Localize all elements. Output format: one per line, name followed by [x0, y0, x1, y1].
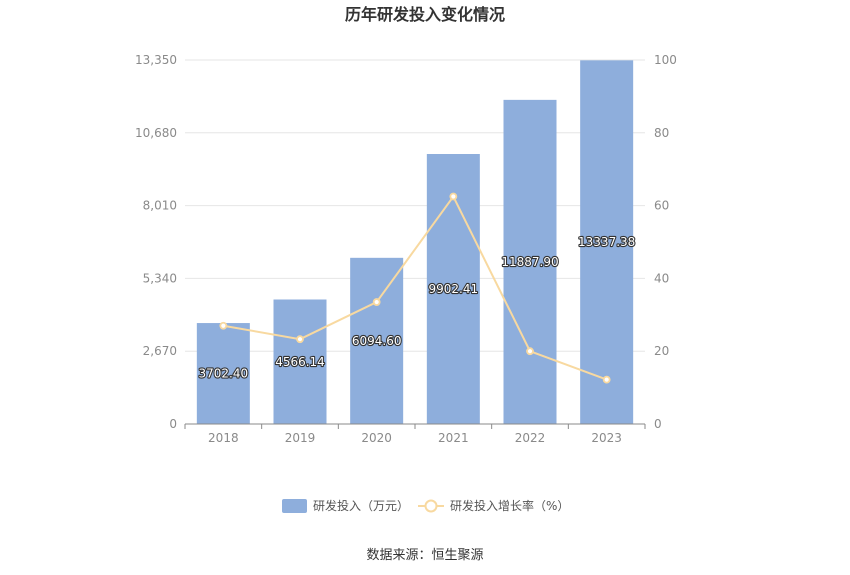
- legend-line-marker: [424, 499, 438, 513]
- left-y-axis: 0 2,670 5,340 8,010 10,680 13,350: [135, 53, 177, 431]
- right-tick-label: 0: [654, 417, 662, 431]
- bar-value-labels: 3702.40 4566.14 6094.60 9902.41 11887.90 1333…: [197, 234, 636, 382]
- x-tick-label: 2018: [208, 431, 239, 445]
- bar-value-label: 11887.90: [501, 255, 558, 269]
- right-tick-label: 60: [654, 199, 669, 213]
- left-tick-label: 10,680: [135, 126, 177, 140]
- right-tick-label: 100: [654, 53, 677, 67]
- bar[interactable]: [580, 60, 634, 425]
- legend: 研发投入（万元） 研发投入增长率（%）: [282, 498, 569, 513]
- x-tick-label: 2021: [438, 431, 469, 445]
- x-axis: 2018 2019 2020 2021 2022 2023: [184, 423, 646, 445]
- line-point[interactable]: [449, 192, 458, 201]
- bar-value-label: 13337.38: [578, 235, 635, 249]
- line-point[interactable]: [526, 347, 534, 356]
- right-tick-label: 80: [654, 126, 669, 140]
- left-tick-label: 5,340: [143, 271, 177, 285]
- bar-value-label: 9902.41: [429, 282, 479, 296]
- data-source: 数据来源：恒生聚源: [366, 548, 483, 563]
- growth-rate-line: [223, 194, 608, 381]
- line-point[interactable]: [372, 298, 381, 306]
- left-tick-label: 2,670: [143, 344, 177, 358]
- bar[interactable]: [350, 257, 404, 424]
- line-point[interactable]: [602, 375, 611, 384]
- bar-series: [196, 60, 634, 425]
- bar-value-label: 3702.40: [199, 367, 249, 381]
- legend-item-line[interactable]: 研发投入增长率（%）: [418, 498, 569, 513]
- left-tick-label: 8,010: [143, 199, 177, 213]
- legend-bar-swatch: [282, 499, 307, 513]
- bar-value-label: 4566.14: [275, 355, 325, 369]
- bar[interactable]: [273, 299, 327, 425]
- right-y-axis: 0 20 40 60 80 100: [654, 53, 677, 431]
- right-tick-label: 40: [654, 271, 669, 285]
- legend-item-bar[interactable]: 研发投入（万元）: [282, 498, 409, 513]
- x-tick-label: 2023: [591, 431, 622, 445]
- bar[interactable]: [503, 99, 557, 424]
- line-point[interactable]: [296, 335, 304, 344]
- bar[interactable]: [196, 323, 250, 424]
- x-tick-label: 2022: [515, 431, 546, 445]
- chart-title: 历年研发投入变化情况: [345, 5, 505, 24]
- left-tick-label: 13,350: [135, 53, 177, 67]
- left-tick-label: 0: [169, 417, 177, 431]
- legend-line-label: 研发投入增长率（%）: [450, 498, 569, 513]
- line-series: [219, 192, 611, 384]
- legend-bar-label: 研发投入（万元）: [313, 498, 409, 513]
- x-tick-label: 2019: [285, 431, 316, 445]
- grid-lines: [185, 59, 645, 352]
- x-tick-label: 2020: [361, 431, 392, 445]
- line-point[interactable]: [219, 321, 228, 330]
- bar-value-label: 6094.60: [352, 334, 402, 348]
- right-tick-label: 20: [654, 344, 669, 358]
